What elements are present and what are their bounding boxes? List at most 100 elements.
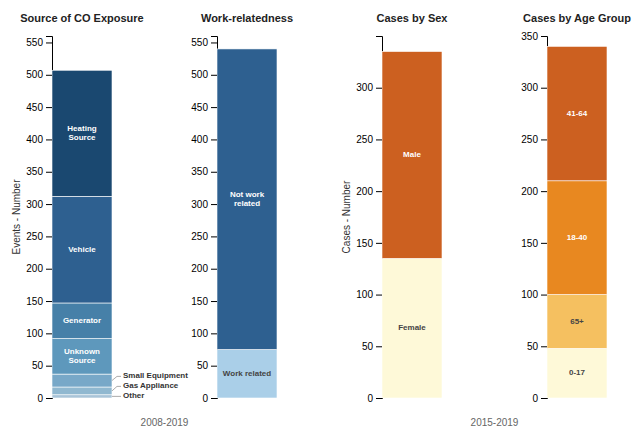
y-tick-mark bbox=[211, 398, 217, 399]
y-tick-mark bbox=[376, 295, 382, 296]
y-axis-line bbox=[46, 37, 53, 399]
y-tick-mark bbox=[541, 346, 547, 347]
y-tick: 450 bbox=[191, 102, 217, 113]
y-tick: 350 bbox=[191, 166, 217, 177]
y-tick-label: 150 bbox=[26, 296, 43, 307]
y-tick-label: 300 bbox=[26, 199, 43, 210]
y-tick-label: 200 bbox=[521, 186, 538, 197]
segment-label: UnknownSource bbox=[64, 347, 100, 366]
segment-label: Small Equipment bbox=[123, 371, 188, 380]
segment-labels: Work relatedNot workrelated bbox=[223, 190, 271, 378]
y-tick: 200 bbox=[521, 186, 547, 197]
y-tick: 0 bbox=[367, 393, 382, 404]
y-tick-mark bbox=[541, 88, 547, 89]
y-tick-label: 300 bbox=[521, 82, 538, 93]
y-tick-mark bbox=[376, 243, 382, 244]
bar-segment bbox=[52, 339, 112, 375]
y-tick: 250 bbox=[521, 134, 547, 145]
y-tick: 350 bbox=[521, 31, 547, 42]
y-tick: 350 bbox=[26, 166, 52, 177]
y-tick: 50 bbox=[527, 341, 547, 352]
y-tick: 500 bbox=[26, 69, 52, 80]
y-axis-line bbox=[541, 37, 548, 399]
bars bbox=[382, 52, 442, 398]
y-tick-mark bbox=[541, 398, 547, 399]
y-tick-label: 250 bbox=[521, 134, 538, 145]
y-tick-label: 300 bbox=[356, 82, 373, 93]
y-tick: 0 bbox=[202, 393, 217, 404]
segment-labels: 0-17 65+ 18-40 41-64 bbox=[567, 109, 588, 378]
y-tick-mark bbox=[211, 366, 217, 367]
y-tick-mark bbox=[46, 204, 52, 205]
y-tick: 0 bbox=[37, 393, 52, 404]
y-axis: 050100150200250300 bbox=[356, 37, 382, 404]
y-tick-mark bbox=[211, 107, 217, 108]
leader-line bbox=[112, 376, 121, 380]
y-tick-label: 250 bbox=[356, 134, 373, 145]
bar-segment bbox=[52, 395, 112, 398]
y-tick-label: 500 bbox=[26, 69, 43, 80]
segment-label-line: Vehicle bbox=[68, 245, 96, 254]
bar-segment bbox=[382, 52, 442, 259]
y-tick-label: 500 bbox=[191, 69, 208, 80]
y-tick-label: 150 bbox=[521, 238, 538, 249]
y-tick-mark bbox=[46, 107, 52, 108]
bar-segment bbox=[52, 70, 112, 196]
y-tick-label: 400 bbox=[26, 134, 43, 145]
bar-segment bbox=[547, 46, 607, 180]
panel: 0501001502002503003500-1765+18-4041-64Ca… bbox=[521, 12, 631, 404]
y-tick-mark bbox=[541, 295, 547, 296]
y-tick-label: 150 bbox=[191, 296, 208, 307]
segment-label: 41-64 bbox=[567, 109, 588, 118]
y-tick-mark bbox=[46, 139, 52, 140]
segment-labels: FemaleMale bbox=[398, 150, 426, 332]
bar-segment bbox=[217, 350, 277, 398]
y-tick-label: 100 bbox=[521, 289, 538, 300]
y-tick: 100 bbox=[26, 328, 52, 339]
y-tick: 100 bbox=[191, 328, 217, 339]
y-tick-label: 100 bbox=[356, 289, 373, 300]
segment-label: Gas Appliance bbox=[123, 381, 179, 390]
y-tick-mark bbox=[211, 139, 217, 140]
y-tick: 50 bbox=[32, 360, 52, 371]
leader-line bbox=[112, 396, 121, 397]
chart-canvas: 050100150200250300350400450500550Unknown… bbox=[0, 0, 640, 448]
segment-label-line: Unknown bbox=[64, 347, 100, 356]
segment-label: Work related bbox=[223, 369, 271, 378]
y-tick: 150 bbox=[191, 296, 217, 307]
leader-line bbox=[112, 386, 121, 391]
y-tick-mark bbox=[376, 191, 382, 192]
segment-label: 0-17 bbox=[569, 368, 586, 377]
segment-label: 65+ bbox=[570, 317, 584, 326]
y-tick-mark bbox=[211, 236, 217, 237]
y-tick: 450 bbox=[26, 102, 52, 113]
bar-segment bbox=[547, 295, 607, 349]
y-axis-title: Cases - Number bbox=[341, 180, 352, 253]
segment-label-line: Source bbox=[68, 133, 96, 142]
y-tick-label: 0 bbox=[37, 393, 43, 404]
y-tick-label: 100 bbox=[26, 328, 43, 339]
bars bbox=[547, 46, 607, 398]
segment-label: Generator bbox=[63, 316, 101, 325]
segment-label-line: Female bbox=[398, 323, 426, 332]
y-tick-mark bbox=[376, 346, 382, 347]
y-tick-label: 200 bbox=[191, 263, 208, 274]
y-tick: 200 bbox=[356, 186, 382, 197]
y-tick-label: 50 bbox=[362, 341, 374, 352]
y-tick: 400 bbox=[191, 134, 217, 145]
y-tick-mark bbox=[211, 269, 217, 270]
y-tick: 0 bbox=[532, 393, 547, 404]
bar-segment bbox=[547, 181, 607, 295]
y-tick-mark bbox=[376, 398, 382, 399]
y-tick-mark bbox=[46, 366, 52, 367]
y-tick-label: 200 bbox=[356, 186, 373, 197]
y-axis-line bbox=[376, 37, 383, 399]
y-tick: 200 bbox=[191, 263, 217, 274]
y-tick-mark bbox=[211, 204, 217, 205]
y-tick-mark bbox=[211, 42, 217, 43]
segment-label: 18-40 bbox=[567, 233, 588, 242]
segment-label-line: Generator bbox=[63, 316, 101, 325]
y-tick: 150 bbox=[26, 296, 52, 307]
y-tick: 300 bbox=[521, 82, 547, 93]
y-tick: 550 bbox=[191, 37, 217, 48]
